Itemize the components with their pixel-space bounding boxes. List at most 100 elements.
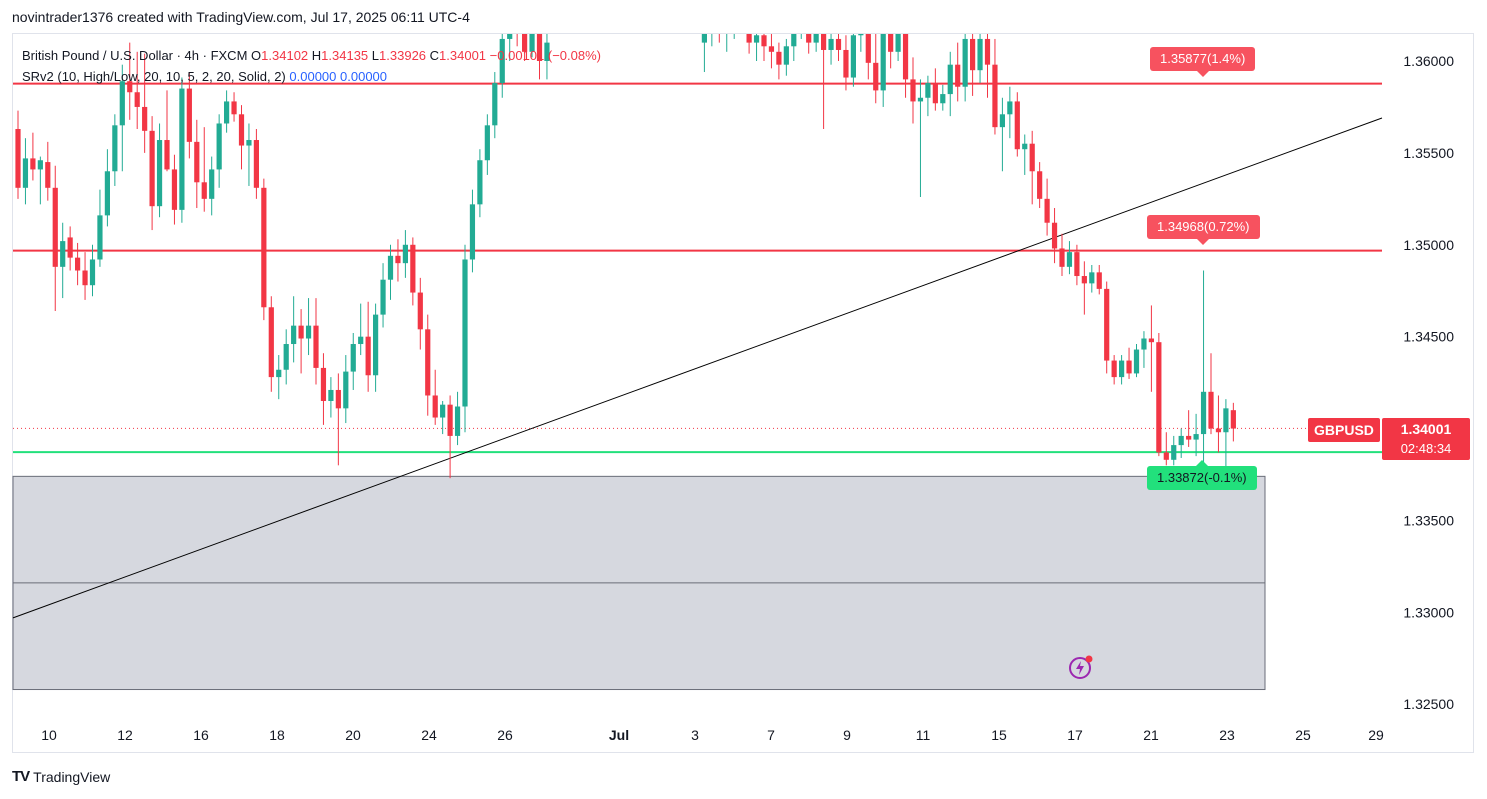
candle-body [410,244,416,293]
x-tick-label: 15 [991,727,1007,743]
y-tick-label: 1.35000 [1403,237,1454,253]
resistance-tag-middle[interactable]: 1.34968(0.72%) [1147,215,1260,245]
candle [1193,413,1199,457]
legend-symbol[interactable]: British Pound / U.S. Dollar · 4h · FXCM [22,48,248,63]
candle-body [171,169,178,210]
candle [216,114,222,188]
candle-body [739,6,744,15]
candle-body [1037,171,1043,199]
candle-body [925,83,931,98]
candle [516,34,518,47]
candle [746,34,752,54]
candle [89,244,96,297]
candle-body [52,187,58,267]
candle-body [291,325,297,345]
x-tick-label: 3 [691,727,699,743]
candle-body [776,51,782,65]
candle-body [283,344,289,370]
resistance-tag-upper[interactable]: 1.35877(1.4%) [1150,47,1256,77]
candle [22,138,29,205]
candle-body [469,204,476,260]
candle-body [865,34,871,63]
support-tag[interactable]: 1.33872(-0.1%) [1147,460,1257,490]
candle [469,189,476,273]
candle-body [231,101,237,115]
candle-body [799,28,804,34]
legend-close-label: C [429,48,440,63]
candle-body [380,279,386,315]
candle-body [335,389,341,409]
candle-body [224,101,230,124]
candle-body [932,83,938,104]
candle-body [127,81,133,93]
candle-body [850,35,856,78]
candle [201,127,207,212]
candle-body [89,259,96,286]
candle [1141,331,1147,368]
candle-body [858,34,864,36]
candle-body [194,141,200,183]
candle [186,72,192,159]
candle-body [276,369,282,378]
candle [328,377,334,418]
candle [806,34,812,54]
candle-body [425,329,431,396]
candle-body [1119,360,1125,378]
candle [358,303,364,356]
x-tick-label: 21 [1143,727,1159,743]
candle-body [75,257,81,271]
candle-body [709,10,714,32]
candle [1037,162,1043,209]
candle-body [732,6,737,24]
lightning-alert-icon[interactable] [1068,654,1094,680]
candle [955,42,961,102]
candle [1081,261,1087,315]
candle-body [1104,288,1110,361]
support-tag-text: 1.33872(-0.1%) [1157,470,1247,485]
candle [1111,355,1117,385]
candle [1215,395,1222,453]
candle [835,34,842,61]
candle-body [999,114,1005,128]
candle [395,239,401,282]
candle-body [1081,276,1087,284]
candle-body [1171,445,1177,460]
candle-body [395,255,401,264]
candle-body [67,237,73,258]
y-tick-label: 1.34500 [1403,329,1454,345]
candle-body [880,34,886,91]
candle-body [37,160,43,170]
candle [253,128,259,199]
candle [1007,86,1013,139]
candle [261,178,267,321]
candle-body [783,46,789,65]
candle-body [1089,272,1095,284]
candle-body [22,158,29,188]
candle-body [970,38,976,71]
indicator-value-1: 0.00000 [289,69,337,84]
candle [726,34,728,52]
candle-body [298,325,304,339]
legend-indicator-line: SRv2 (10, High/Low, 20, 10, 5, 2, 20, So… [22,66,601,87]
candle-body [717,10,722,34]
candle-body [209,169,215,199]
candle-body [1007,101,1013,115]
candle-body [350,344,356,372]
candle [246,123,252,186]
candle [171,154,178,225]
candle [335,373,341,466]
candle-body [821,34,827,50]
candle-body [1178,435,1184,446]
footer-brand[interactable]: TV TradingView [12,768,110,785]
candle [791,34,797,61]
candle [843,35,849,91]
candle-body [1141,338,1147,350]
candle-body [544,42,550,61]
candle-body [1133,349,1140,374]
indicator-name[interactable]: SRv2 (10, High/Low, 20, 10, 5, 2, 20, So… [22,69,286,84]
candle [917,79,924,197]
candle-body [1126,360,1132,374]
candle [134,51,140,129]
candle-body [1074,252,1080,277]
